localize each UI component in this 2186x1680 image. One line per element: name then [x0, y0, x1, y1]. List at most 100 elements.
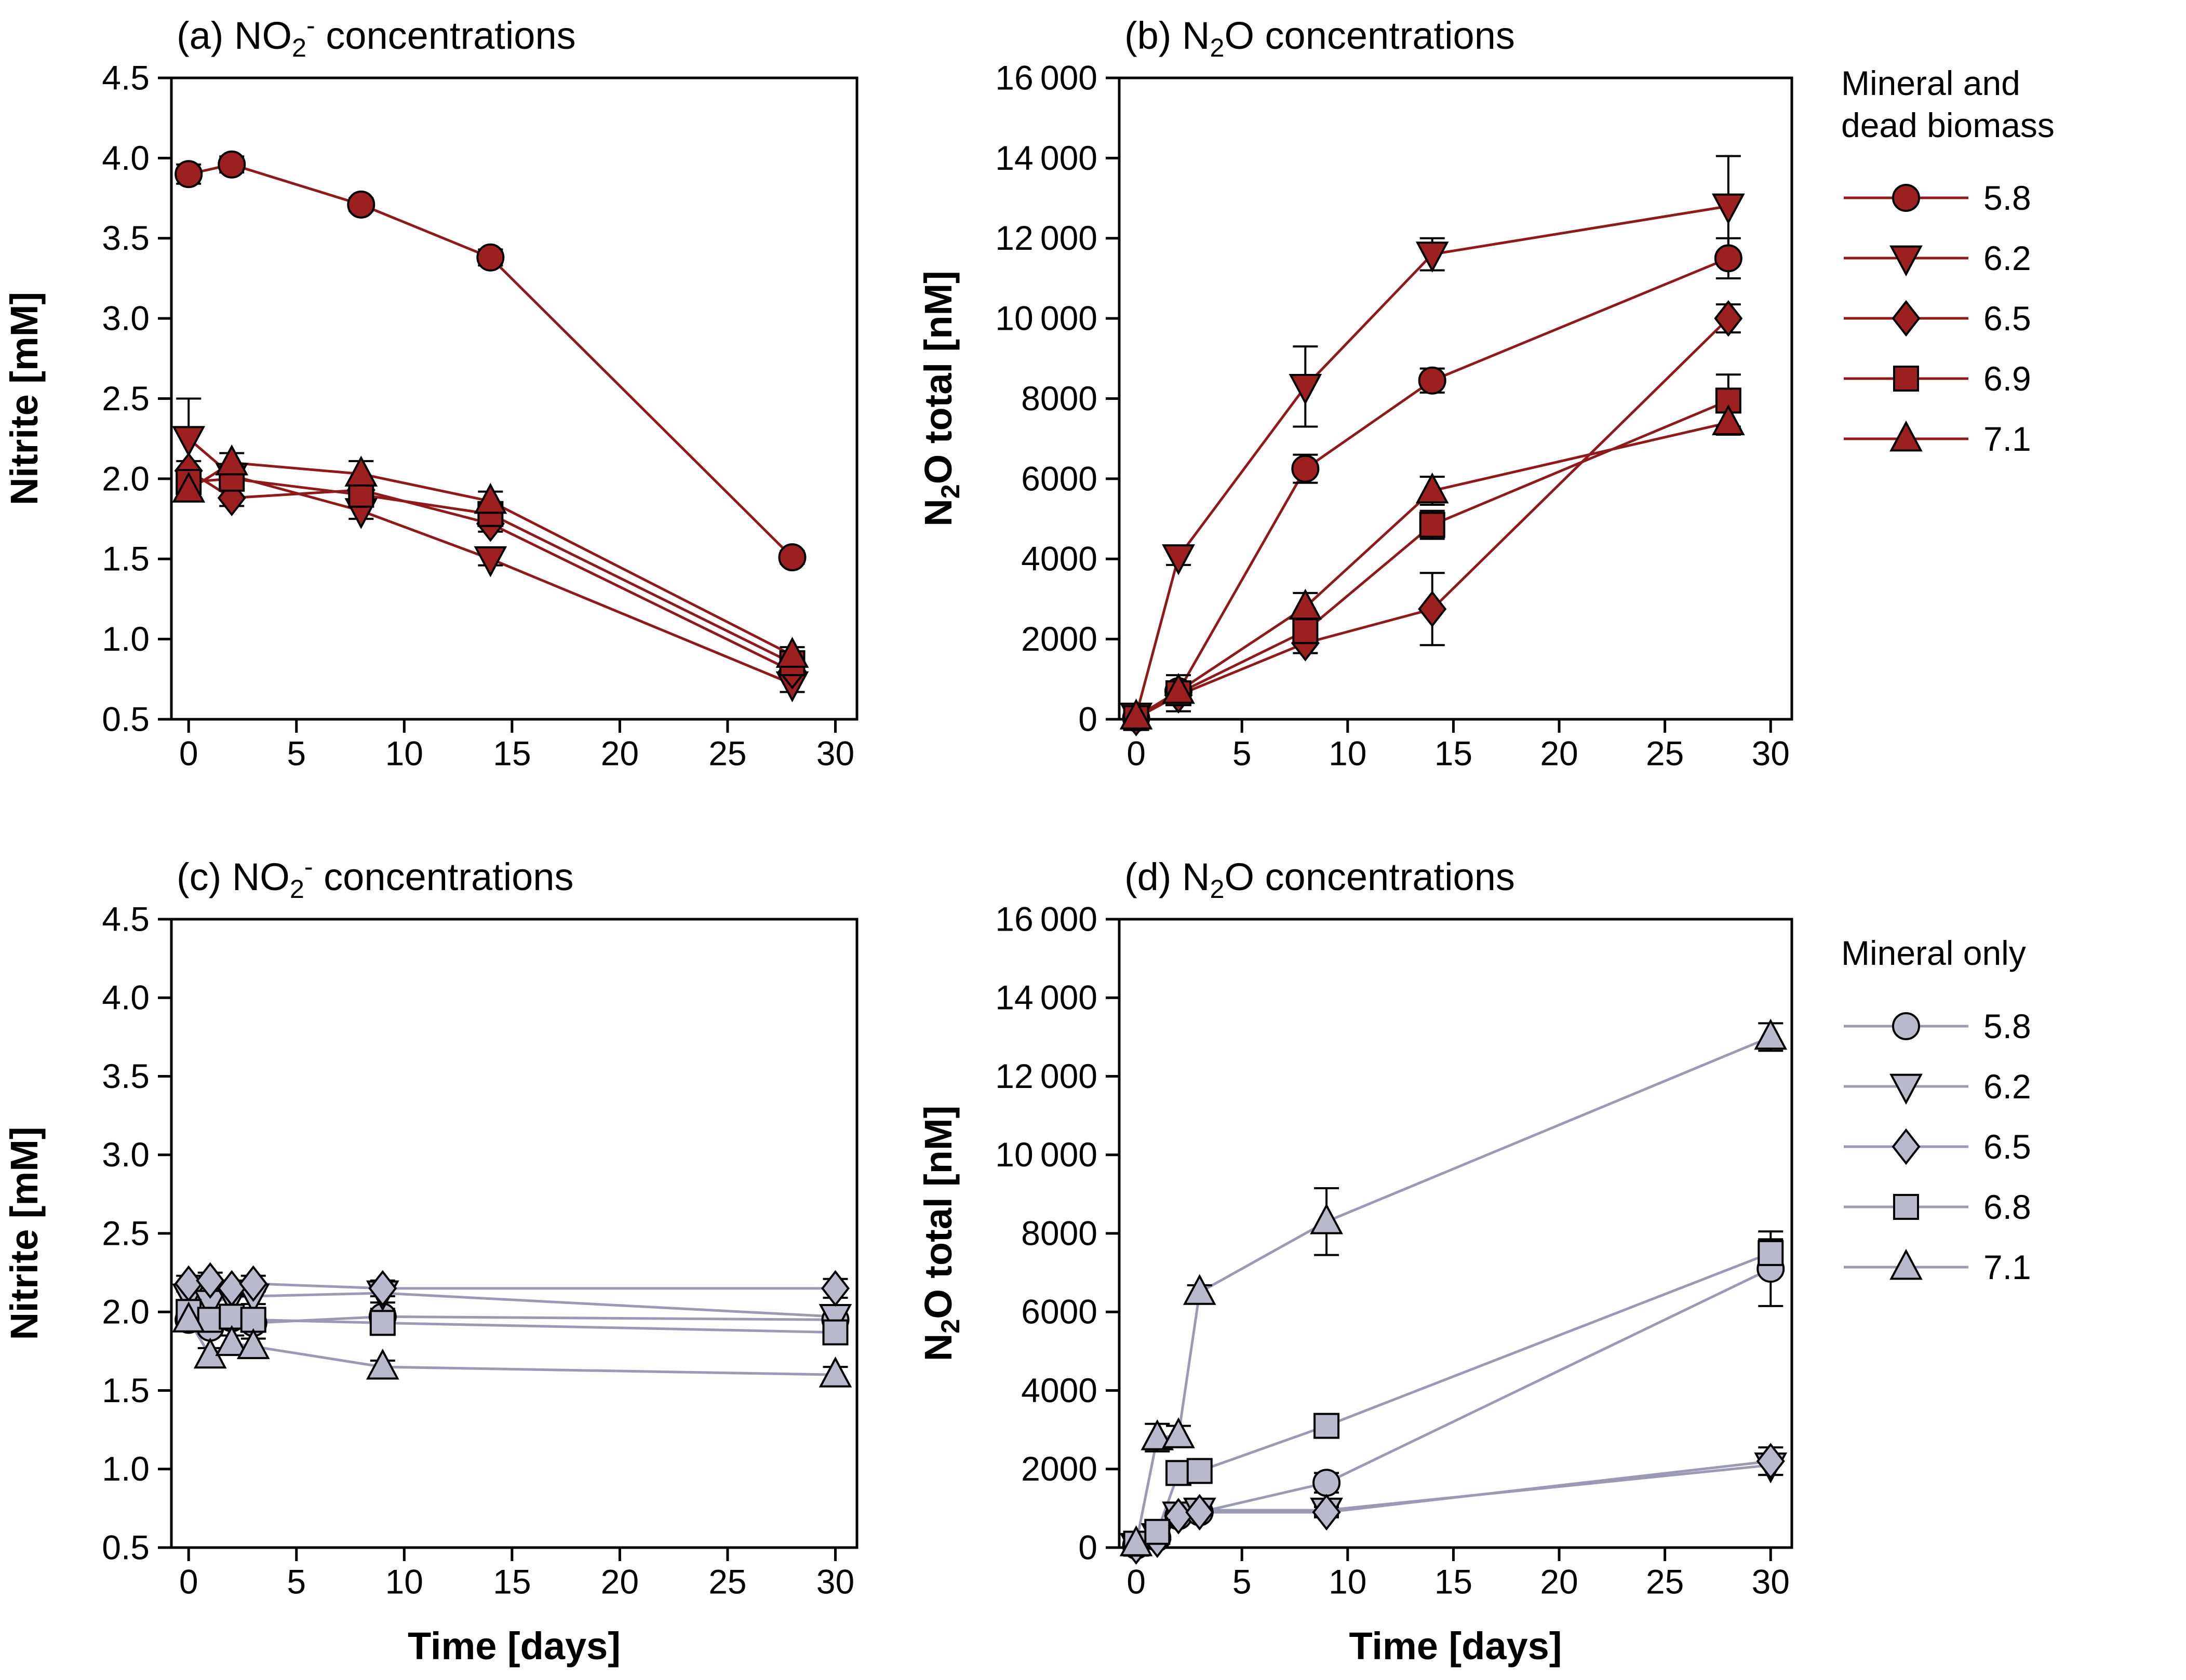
marker-diamond	[368, 1270, 397, 1307]
marker-circle	[1892, 1012, 1920, 1040]
panel-title: (d) N2O concentrations	[1124, 855, 1515, 904]
plot-border	[170, 76, 859, 721]
y-tick-label: 2.5	[102, 1214, 150, 1252]
marker-square	[1144, 1518, 1171, 1545]
legend-item-label: 6.9	[1983, 359, 2031, 398]
marker-circle	[1714, 244, 1742, 273]
marker-triangle-up	[1711, 404, 1745, 436]
marker-square	[822, 1319, 849, 1346]
marker-triangle-up	[775, 637, 809, 668]
panel-c-chart: 0 5 10 15 20 25 30 0.5 1.0 1.5 2.0 2.5 3.0 3.5 4.0 4.5 (…	[3, 852, 859, 1668]
y-tick-label: 2.0	[102, 459, 150, 498]
x-tick-label: 20	[601, 1563, 639, 1601]
marker-triangle-up	[1889, 420, 1923, 452]
marker-circle	[1291, 454, 1320, 483]
marker-triangle-up	[1415, 472, 1449, 504]
marker-triangle-up	[1754, 1018, 1788, 1050]
legend-item-label: 6.2	[1983, 1067, 2031, 1106]
y-tick-label: 6000	[1021, 1293, 1097, 1331]
x-tick-label: 15	[493, 734, 531, 773]
marker-triangle-down	[1289, 374, 1322, 405]
marker-diamond	[1312, 1494, 1341, 1531]
legend-marker-icon	[1844, 1012, 1968, 1040]
legend-mineral-and-dead-biomass: Mineral and dead biomass 5.8 6.2 6.5 6.9 7.1	[1841, 62, 2179, 469]
x-tick-label: 10	[1329, 1563, 1366, 1601]
marker-square	[1893, 366, 1919, 392]
marker-circle	[347, 190, 375, 219]
x-tick-label: 20	[1540, 1563, 1578, 1601]
legend-item: 6.8	[1841, 1177, 2179, 1237]
marker-square	[369, 1310, 396, 1336]
x-tick-label: 0	[179, 1563, 198, 1601]
legend-item-label: 7.1	[1983, 420, 2031, 459]
panel-a-chart: 0 5 10 15 20 25 30 0.5 1.0 1.5 2.0 2.5 3.0 3.5 4.0 4.5 (…	[3, 10, 859, 773]
legend-item: 6.9	[1841, 348, 2179, 409]
panel-d-chart: 0 5 10 15 20 25 30 0 2000 4000 6000 8000 10 000 12 00…	[917, 855, 1793, 1668]
legend-marker-icon	[1844, 420, 1968, 452]
plot-border	[170, 918, 859, 1549]
marker-square	[1758, 1240, 1784, 1266]
legend-title: Mineral only	[1841, 934, 2026, 972]
legend-item: 5.8	[1841, 996, 2179, 1056]
y-tick-label: 1.5	[102, 540, 150, 578]
y-tick-label: 4.0	[102, 139, 150, 177]
legend-item: 6.5	[1841, 1117, 2179, 1177]
marker-circle	[175, 160, 203, 189]
legend-item: 6.2	[1841, 228, 2179, 288]
marker-triangle-up	[236, 1328, 270, 1360]
x-tick-label: 30	[816, 734, 854, 773]
legend-marker-icon	[1844, 245, 1968, 277]
y-tick-label: 8000	[1021, 379, 1097, 418]
legend-marker-icon	[1844, 1193, 1968, 1220]
marker-circle	[1892, 184, 1920, 212]
series-7.1	[172, 1301, 852, 1388]
x-tick-label: 5	[1232, 734, 1252, 773]
marker-square	[1419, 512, 1445, 538]
x-tick-label: 15	[1434, 734, 1472, 773]
y-tick-label: 12 000	[995, 219, 1097, 257]
series-6.8	[1123, 1240, 1784, 1557]
marker-triangle-down	[474, 546, 507, 577]
marker-diamond	[821, 1270, 850, 1307]
marker-circle	[778, 543, 807, 572]
marker-triangle-down	[172, 426, 206, 457]
y-tick-label: 14 000	[995, 978, 1097, 1017]
y-tick-label: 3.0	[102, 299, 150, 338]
legend-item: 6.2	[1841, 1056, 2179, 1117]
legend-item: 7.1	[1841, 1237, 2179, 1297]
y-tick-label: 3.5	[102, 219, 150, 257]
marker-triangle-up	[366, 1348, 399, 1380]
x-tick-label: 30	[1752, 1563, 1790, 1601]
marker-diamond	[1418, 590, 1447, 627]
marker-triangle-up	[1119, 698, 1153, 730]
x-tick-label: 10	[1329, 734, 1366, 773]
marker-triangle-up	[1183, 1274, 1216, 1305]
y-tick-label: 2.5	[102, 379, 150, 418]
marker-triangle-up	[215, 444, 249, 476]
marker-square	[240, 1307, 266, 1333]
legend-items: 5.8 6.2 6.5 6.8 7.1	[1841, 996, 2179, 1297]
series-markers	[1119, 1018, 1788, 1565]
series-markers	[1119, 193, 1745, 736]
y-tick-label: 1.0	[102, 620, 150, 658]
y-tick-label: 2000	[1021, 1449, 1097, 1488]
y-tick-label: 4.5	[102, 899, 150, 938]
legend-title: dead biomass	[1841, 105, 2055, 144]
marker-diamond	[196, 1262, 225, 1299]
marker-diamond	[1185, 1494, 1214, 1531]
marker-triangle-up	[172, 472, 206, 503]
y-axis-label: Nitrite [mM]	[3, 1126, 46, 1340]
marker-triangle-down	[1415, 241, 1449, 273]
legend-item-label: 6.2	[1983, 239, 2031, 278]
panel-title: (c) NO2- concentrations	[177, 852, 573, 904]
x-tick-label: 0	[1126, 734, 1146, 773]
x-tick-label: 0	[179, 734, 198, 773]
marker-square	[1292, 618, 1319, 644]
x-tick-label: 15	[493, 1563, 531, 1601]
series-7.1	[172, 444, 809, 668]
series-7.1	[1119, 404, 1745, 730]
legend-item-label: 7.1	[1983, 1247, 2031, 1286]
marker-triangle-up	[1162, 1417, 1195, 1448]
marker-triangle-up	[1119, 1525, 1153, 1556]
